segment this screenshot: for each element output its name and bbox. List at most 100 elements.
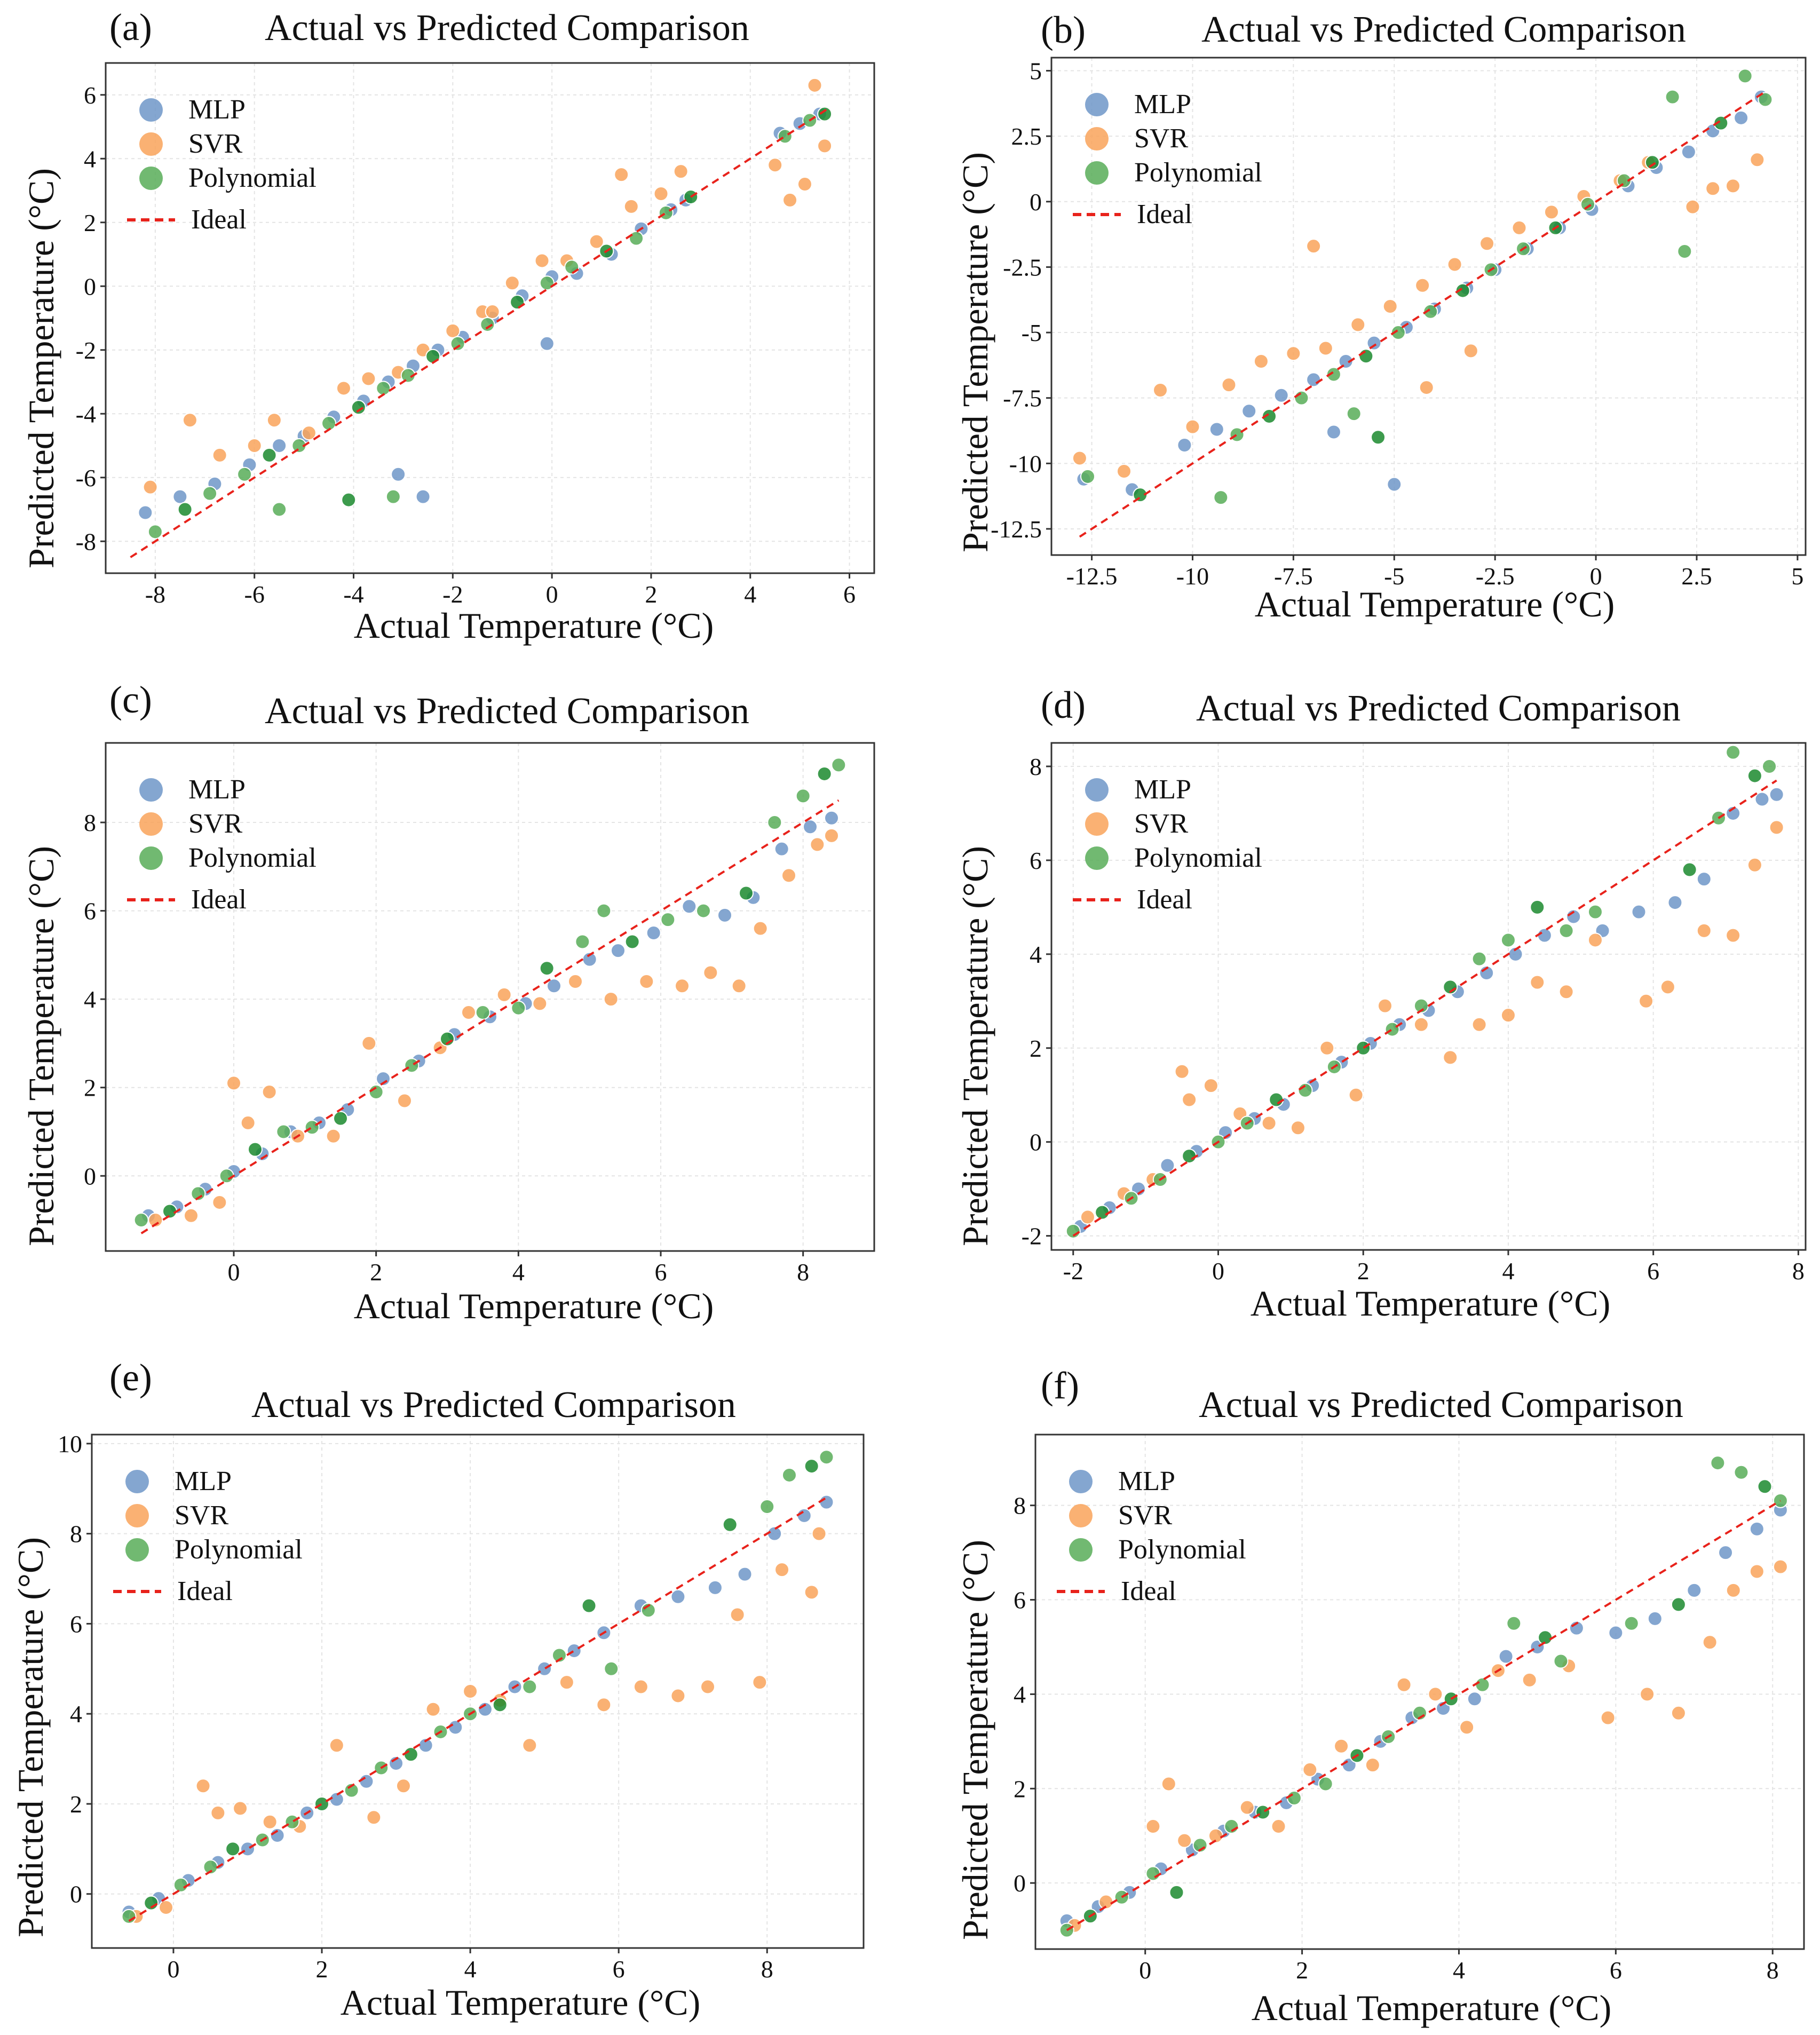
point-polynomial bbox=[581, 1598, 597, 1613]
point-mlp bbox=[796, 1508, 812, 1523]
point-mlp bbox=[566, 1643, 582, 1659]
point-svr bbox=[504, 275, 520, 291]
y-tick-label: 8 bbox=[1030, 753, 1042, 780]
point-polynomial bbox=[1455, 283, 1470, 298]
point-polynomial bbox=[596, 903, 612, 918]
point-svr bbox=[1544, 204, 1559, 220]
point-svr bbox=[1747, 857, 1762, 873]
point-polynomial bbox=[1255, 1804, 1271, 1820]
y-tick-label: 10 bbox=[58, 1430, 82, 1458]
x-tick-label: 2 bbox=[645, 581, 657, 608]
point-polynomial bbox=[400, 368, 416, 383]
point-polynomial bbox=[291, 438, 307, 453]
ideal-line bbox=[1072, 779, 1777, 1237]
x-tick-label: 2 bbox=[1357, 1257, 1370, 1285]
point-svr bbox=[1512, 220, 1527, 235]
legend-marker-polynomial bbox=[125, 1538, 149, 1562]
point-polynomial bbox=[564, 259, 580, 275]
x-axis-label: Actual Temperature (°C) bbox=[341, 1982, 700, 2023]
point-svr bbox=[1185, 419, 1200, 434]
point-mlp bbox=[1608, 1625, 1624, 1641]
point-polynomial bbox=[1558, 923, 1574, 938]
point-svr bbox=[767, 157, 783, 173]
point-svr bbox=[1671, 1705, 1686, 1721]
point-svr bbox=[326, 1128, 341, 1144]
point-polynomial bbox=[202, 486, 218, 501]
point-mlp bbox=[774, 841, 789, 857]
y-tick-label: 0 bbox=[70, 1881, 82, 1908]
y-tick-label: -4 bbox=[76, 400, 96, 427]
point-polynomial bbox=[321, 416, 337, 431]
point-svr bbox=[703, 965, 718, 980]
point-mlp bbox=[359, 1773, 374, 1789]
point-svr bbox=[262, 1814, 278, 1830]
y-tick-label: 4 bbox=[84, 145, 96, 172]
point-mlp bbox=[1769, 787, 1784, 802]
point-svr bbox=[731, 978, 747, 994]
point-svr bbox=[1302, 1762, 1318, 1777]
panel-label: (a) bbox=[109, 6, 152, 49]
point-svr bbox=[1726, 1582, 1741, 1598]
point-polynomial bbox=[1269, 1092, 1284, 1107]
point-svr bbox=[1750, 152, 1765, 168]
x-tick-label: 6 bbox=[655, 1258, 667, 1286]
point-svr bbox=[1153, 382, 1168, 398]
x-tick-label: 2 bbox=[1296, 1957, 1308, 1984]
point-mlp bbox=[1177, 437, 1192, 453]
point-svr bbox=[1161, 1776, 1176, 1792]
point-polynomial bbox=[1384, 1022, 1400, 1037]
point-svr bbox=[1334, 1738, 1349, 1754]
scatter-points bbox=[121, 1450, 834, 1924]
point-polynomial bbox=[539, 961, 555, 976]
point-polynomial bbox=[1762, 758, 1777, 774]
plot-frame bbox=[1034, 1434, 1805, 1950]
point-polynomial bbox=[739, 885, 754, 901]
point-svr bbox=[589, 234, 604, 249]
point-polynomial bbox=[1095, 1205, 1110, 1220]
point-svr bbox=[1702, 1635, 1718, 1650]
point-polynomial bbox=[817, 766, 832, 781]
x-tick-label: 0 bbox=[1590, 563, 1602, 590]
point-polynomial bbox=[284, 1814, 300, 1830]
point-polynomial bbox=[1390, 325, 1406, 341]
point-polynomial bbox=[225, 1841, 241, 1857]
legend-marker-polynomial bbox=[1085, 846, 1109, 870]
x-tick-label: 8 bbox=[1767, 1957, 1779, 1984]
point-polynomial bbox=[831, 757, 846, 773]
panel-a: (a) Actual vs Predicted Comparison -8 -6-… bbox=[21, 6, 875, 646]
point-svr bbox=[1459, 1720, 1475, 1735]
x-tick-label: 8 bbox=[761, 1955, 773, 1983]
point-polynomial bbox=[660, 912, 676, 928]
x-tick-label: 0 bbox=[546, 581, 558, 608]
legend-marker-svr bbox=[139, 132, 163, 156]
point-mlp bbox=[1306, 372, 1322, 387]
point-svr bbox=[1319, 1040, 1335, 1056]
point-polynomial bbox=[173, 1877, 188, 1893]
x-tick-label: 6 bbox=[613, 1955, 625, 1983]
plot-frame bbox=[91, 1434, 865, 1949]
point-svr bbox=[1696, 923, 1712, 938]
chart-title: Actual vs Predicted Comparison bbox=[265, 691, 749, 732]
x-axis-label: Actual Temperature (°C) bbox=[1255, 584, 1615, 624]
x-tick-label: -4 bbox=[343, 581, 363, 608]
point-polynomial bbox=[522, 1679, 537, 1694]
point-svr bbox=[485, 304, 500, 320]
legend-marker-polynomial bbox=[139, 167, 163, 190]
y-tick-label: 8 bbox=[84, 809, 96, 836]
y-axis-label: Predicted Temperature (°C) bbox=[955, 152, 995, 552]
y-tick-label: 2 bbox=[84, 209, 96, 236]
point-mlp bbox=[803, 819, 818, 835]
point-svr bbox=[1072, 450, 1087, 466]
point-polynomial bbox=[333, 1111, 348, 1126]
y-axis-label: Predicted Temperature (°C) bbox=[10, 1537, 51, 1937]
point-svr bbox=[1419, 380, 1434, 395]
point-svr bbox=[1117, 464, 1132, 479]
x-axis-label: Actual Temperature (°C) bbox=[1252, 1988, 1611, 2028]
legend-label: Polynomial bbox=[175, 1534, 303, 1565]
point-polynomial bbox=[1286, 1790, 1302, 1806]
point-svr bbox=[336, 381, 351, 396]
x-tick-label: 6 bbox=[1610, 1957, 1622, 1984]
scatter-points bbox=[1072, 68, 1773, 505]
